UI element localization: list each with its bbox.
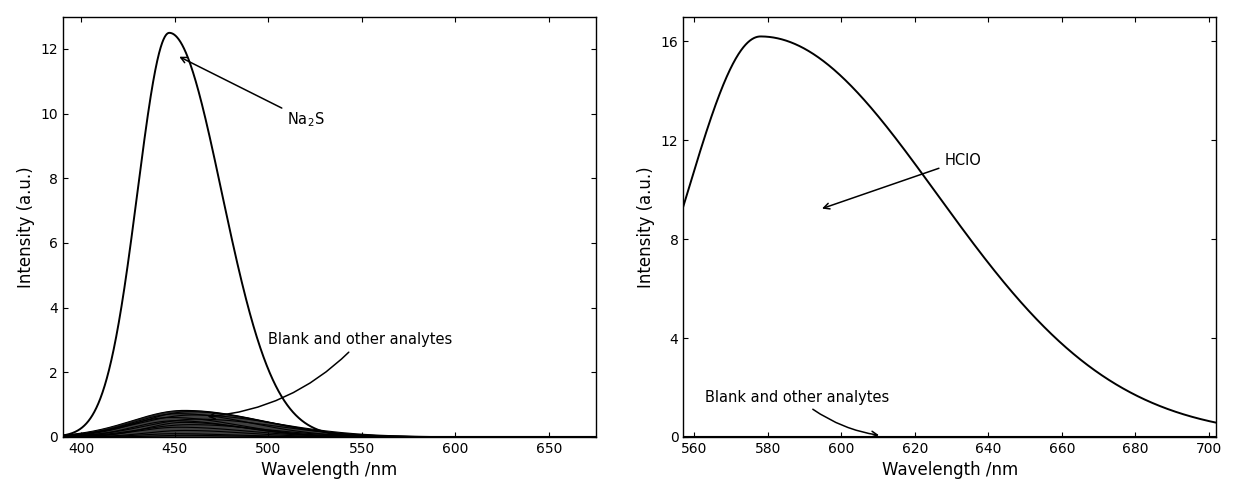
Text: Blank and other analytes: Blank and other analytes: [210, 332, 453, 419]
X-axis label: Wavelength /nm: Wavelength /nm: [260, 461, 397, 479]
Text: Na$_2$S: Na$_2$S: [181, 58, 325, 129]
Text: HClO: HClO: [823, 153, 981, 209]
Y-axis label: Intensity (a.u.): Intensity (a.u.): [16, 166, 35, 288]
Y-axis label: Intensity (a.u.): Intensity (a.u.): [637, 166, 655, 288]
X-axis label: Wavelength /nm: Wavelength /nm: [882, 461, 1018, 479]
Text: Blank and other analytes: Blank and other analytes: [706, 390, 889, 437]
